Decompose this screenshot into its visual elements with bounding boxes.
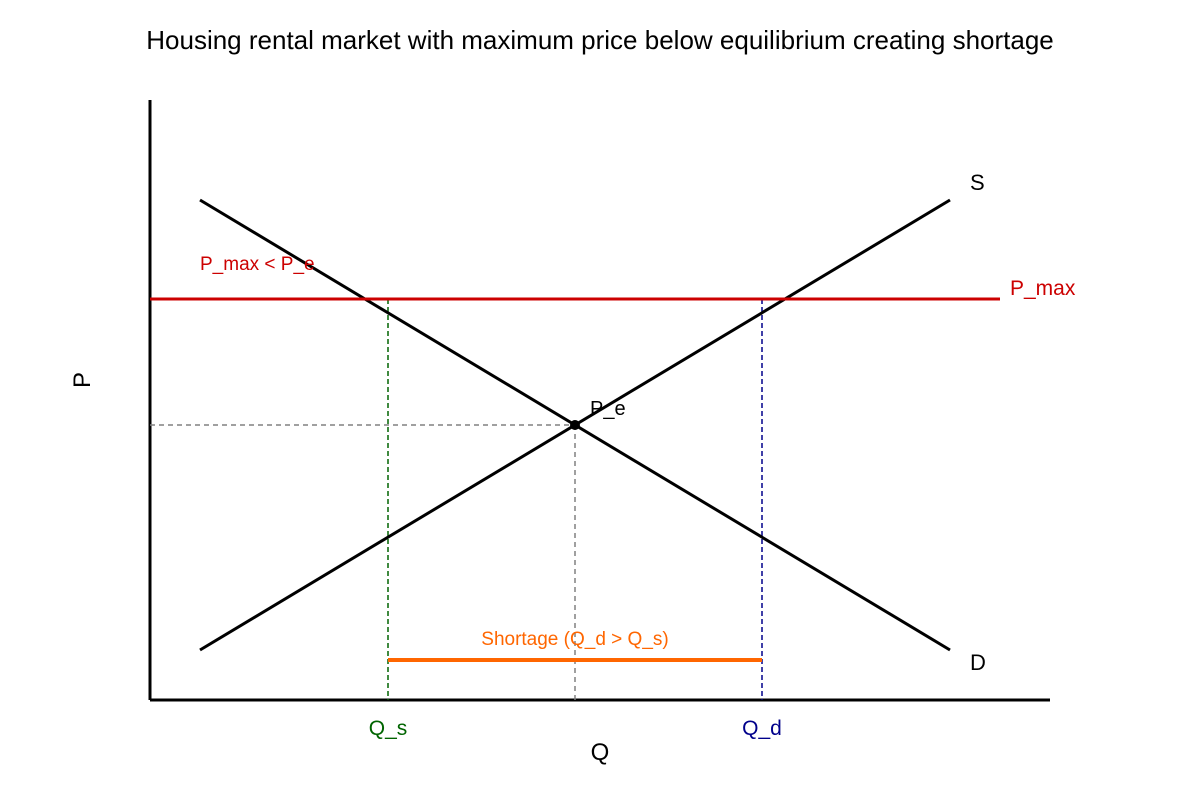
equilibrium-point [570, 420, 580, 430]
qd-label: Q_d [742, 717, 782, 740]
diagram-title: Housing rental market with maximum price… [146, 25, 1054, 55]
equilibrium-label: P_e [590, 398, 626, 420]
price-ceiling-note: P_max < P_e [200, 254, 315, 275]
demand-label: D [970, 650, 986, 675]
y-axis-label: P [69, 372, 96, 388]
x-axis-label: Q [591, 739, 610, 766]
price-ceiling-label: P_max [1010, 277, 1076, 300]
shortage-label: Shortage (Q_d > Q_s) [481, 629, 668, 650]
qs-label: Q_s [369, 717, 408, 740]
supply-label: S [970, 170, 985, 195]
